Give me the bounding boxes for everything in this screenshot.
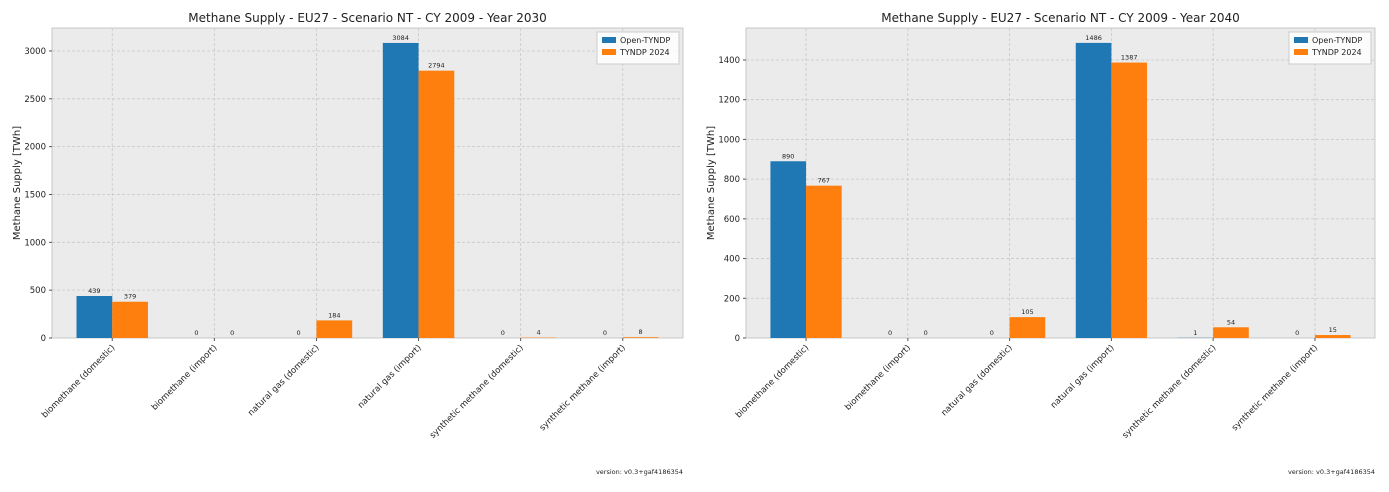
value-label: 0 bbox=[297, 329, 301, 337]
value-label: 1 bbox=[1193, 329, 1197, 337]
y-tick-label: 2000 bbox=[24, 143, 46, 153]
legend-label: Open-TYNDP bbox=[620, 36, 670, 45]
value-label: 8 bbox=[639, 328, 643, 336]
x-tick-label: natural gas (domestic) bbox=[246, 343, 321, 418]
x-tick-label: biomethane (domestic) bbox=[734, 343, 811, 420]
y-tick-label: 0 bbox=[735, 334, 740, 344]
y-tick-label: 500 bbox=[30, 286, 46, 296]
x-tick-label: biomethane (import) bbox=[150, 343, 220, 413]
x-tick-label: synthetic methane (import) bbox=[538, 343, 628, 433]
legend-swatch bbox=[602, 49, 616, 55]
bar bbox=[1009, 317, 1046, 338]
chart: Methane Supply - EU27 - Scenario NT - CY… bbox=[706, 11, 1376, 476]
y-tick-label: 3000 bbox=[24, 47, 46, 57]
value-label: 0 bbox=[194, 329, 198, 337]
value-label: 105 bbox=[1021, 308, 1033, 316]
x-tick-label: synthetic methane (domestic) bbox=[1121, 343, 1219, 441]
x-tick-label: synthetic methane (import) bbox=[1230, 343, 1320, 433]
y-tick-label: 800 bbox=[724, 175, 740, 185]
bar bbox=[316, 320, 353, 338]
bar bbox=[382, 42, 419, 338]
value-label: 767 bbox=[818, 177, 830, 185]
value-label: 54 bbox=[1227, 318, 1235, 326]
bar bbox=[622, 337, 659, 338]
legend-swatch bbox=[602, 37, 616, 43]
y-axis-label: Methane Supply [TWh] bbox=[12, 126, 23, 240]
plot-area bbox=[51, 27, 684, 339]
value-label: 439 bbox=[88, 287, 100, 295]
legend-swatch bbox=[1294, 49, 1308, 55]
value-label: 3084 bbox=[392, 34, 409, 42]
bar bbox=[1111, 62, 1148, 338]
bar bbox=[76, 295, 113, 338]
x-tick-label: synthetic methane (domestic) bbox=[428, 343, 526, 441]
value-label: 184 bbox=[328, 311, 340, 319]
y-tick-label: 200 bbox=[724, 294, 740, 304]
x-tick-label: natural gas (import) bbox=[1049, 343, 1117, 411]
bar bbox=[112, 301, 148, 338]
value-label: 0 bbox=[924, 329, 928, 337]
value-label: 0 bbox=[603, 329, 607, 337]
x-tick-label: natural gas (domestic) bbox=[940, 343, 1015, 418]
bar bbox=[1075, 42, 1112, 339]
value-label: 1486 bbox=[1085, 34, 1102, 42]
y-tick-label: 2500 bbox=[24, 95, 46, 105]
y-tick-label: 400 bbox=[724, 255, 740, 265]
value-label: 0 bbox=[230, 329, 234, 337]
value-label: 0 bbox=[501, 329, 505, 337]
value-label: 4 bbox=[536, 329, 540, 337]
chart-title: Methane Supply - EU27 - Scenario NT - CY… bbox=[881, 11, 1239, 25]
y-axis-label: Methane Supply [TWh] bbox=[706, 126, 717, 240]
y-tick-label: 1000 bbox=[718, 135, 740, 145]
bar bbox=[1213, 327, 1249, 338]
y-tick-label: 600 bbox=[724, 215, 740, 225]
footnote: version: v0.3+gaf4186354 bbox=[596, 468, 683, 476]
bar bbox=[1314, 335, 1351, 338]
x-tick-label: biomethane (import) bbox=[843, 343, 913, 413]
value-label: 0 bbox=[888, 329, 892, 337]
value-label: 15 bbox=[1329, 326, 1337, 334]
x-tick-label: natural gas (import) bbox=[356, 343, 424, 411]
y-tick-label: 1500 bbox=[24, 190, 46, 200]
chart-title: Methane Supply - EU27 - Scenario NT - CY… bbox=[188, 11, 546, 25]
y-tick-label: 0 bbox=[41, 334, 46, 344]
x-tick-label: biomethane (domestic) bbox=[40, 343, 117, 420]
value-label: 1387 bbox=[1121, 54, 1138, 62]
y-tick-label: 1000 bbox=[24, 238, 46, 248]
bar bbox=[770, 161, 807, 338]
legend-label: TYNDP 2024 bbox=[619, 48, 670, 57]
legend-label: TYNDP 2024 bbox=[1311, 48, 1362, 57]
value-label: 2794 bbox=[428, 62, 445, 70]
y-tick-label: 1400 bbox=[718, 56, 740, 66]
bar bbox=[418, 70, 455, 338]
chart: Methane Supply - EU27 - Scenario NT - CY… bbox=[12, 11, 684, 476]
legend-swatch bbox=[1294, 37, 1308, 43]
value-label: 379 bbox=[124, 293, 136, 301]
value-label: 0 bbox=[1295, 329, 1299, 337]
value-label: 0 bbox=[990, 329, 994, 337]
footnote: version: v0.3+gaf4186354 bbox=[1288, 468, 1375, 476]
value-label: 890 bbox=[782, 152, 794, 160]
plot-area bbox=[745, 27, 1376, 339]
legend-label: Open-TYNDP bbox=[1312, 36, 1362, 45]
bar bbox=[806, 185, 842, 338]
y-tick-label: 1200 bbox=[718, 96, 740, 106]
